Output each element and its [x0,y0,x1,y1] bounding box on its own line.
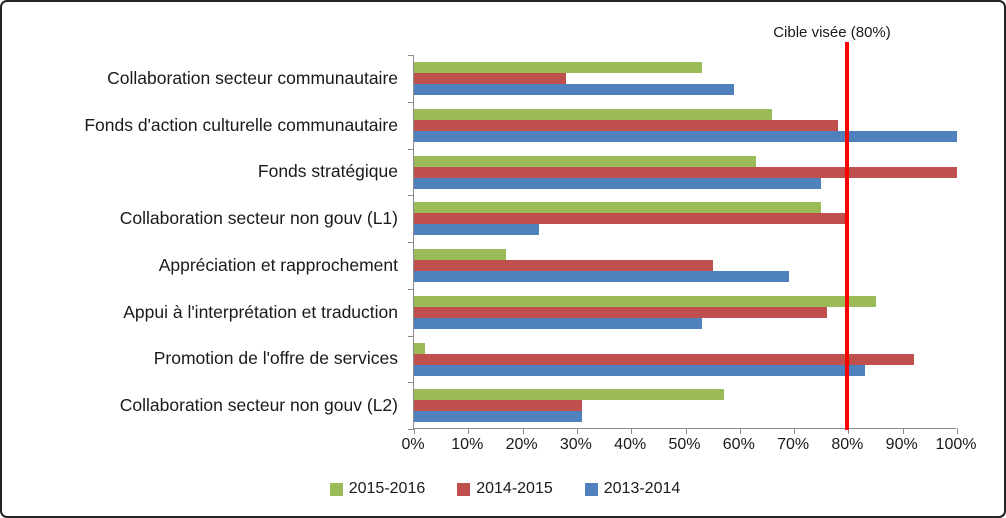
x-axis-tick [902,428,904,434]
y-axis-tick [408,195,414,196]
legend-swatch [457,482,471,496]
bar-2015-2016 [414,295,876,307]
bar-2013-2014 [414,84,735,95]
y-axis-tick [408,242,414,243]
bar-2015-2016 [414,389,724,401]
bar-2015-2016 [414,108,773,120]
bar-2013-2014 [414,317,702,329]
x-axis-label: 60% [722,436,755,453]
bar-2013-2014 [414,224,539,236]
legend-item-2014-2015: 2014-2015 [457,480,553,498]
category-label: Fonds stratégique [257,161,398,182]
x-axis-tick [685,428,687,434]
bar-2015-2016 [414,249,507,260]
x-axis-label: 40% [614,436,647,453]
legend-label: 2015-2016 [348,480,426,497]
bar-2015-2016 [414,342,425,354]
x-axis-tick [794,428,796,434]
category-label: Collaboration secteur communautaire [107,67,398,88]
x-axis-label: 30% [559,436,592,453]
x-axis-tick [414,428,415,434]
y-axis-tick [408,289,414,290]
category-label: Fonds d'action culturelle communautaire [84,114,398,135]
y-axis-tick [408,149,414,150]
bar-2013-2014 [414,271,789,282]
bar-2013-2014 [414,411,583,423]
bar-2015-2016 [414,202,822,214]
legend-item-2013-2014: 2013-2014 [584,480,681,498]
x-axis-label: 100% [935,436,977,453]
y-axis-tick [408,336,414,337]
category-label: Collaboration secteur non gouv (L2) [119,395,398,416]
x-axis-label: 80% [831,436,864,453]
legend-item-2015-2016: 2015-2016 [329,480,426,498]
bar-2015-2016 [414,155,757,167]
x-axis-label: 20% [505,436,538,453]
bar-2013-2014 [414,364,865,376]
bar-2015-2016 [414,62,702,73]
x-axis-tick [848,428,850,434]
x-axis-tick [631,428,633,434]
bar-2014-2015 [414,400,583,412]
legend-label: 2013-2014 [603,480,681,497]
category-label: Collaboration secteur non gouv (L1) [119,208,398,229]
x-axis-tick [522,428,524,434]
bar-2014-2015 [414,213,849,225]
category-label: Appréciation et rapprochement [158,254,398,275]
category-label: Promotion de l'offre de services [153,348,398,369]
x-axis-label: 50% [668,436,701,453]
y-axis-tick [408,55,414,56]
x-axis-label: 70% [777,436,810,453]
bar-2014-2015 [414,166,957,178]
legend-swatch [329,482,343,496]
x-axis-tick [468,428,470,434]
value-axis-labels: 0% 10% 20% 30% 40% 50% 60% 70% 80% 90% 100% [401,436,976,456]
y-axis-tick [408,382,414,383]
y-axis-tick [408,429,414,430]
x-axis-tick [739,428,741,434]
bar-2014-2015 [414,260,713,271]
x-axis-tick [957,428,958,434]
legend-swatch [584,482,598,496]
bar-2014-2015 [414,119,838,131]
x-axis-label: 10% [451,436,484,453]
bar-2013-2014 [414,130,957,142]
x-axis-label: 90% [885,436,918,453]
x-axis-label: 0% [401,436,425,453]
legend-label: 2014-2015 [476,480,553,497]
legend: 2015-2016 2014-2015 2013-2014 [2,478,1004,500]
bar-2014-2015 [414,306,827,318]
target-line-label: Cible visée (80%) [773,24,891,41]
plot-area [408,55,958,434]
bar-2014-2015 [414,73,567,84]
y-axis-tick [408,102,414,103]
bar-2014-2015 [414,353,914,365]
category-label: Appui à l'interprétation et traduction [123,301,398,322]
bar-2013-2014 [414,177,822,189]
target-line [845,42,850,430]
x-axis-tick [576,428,578,434]
